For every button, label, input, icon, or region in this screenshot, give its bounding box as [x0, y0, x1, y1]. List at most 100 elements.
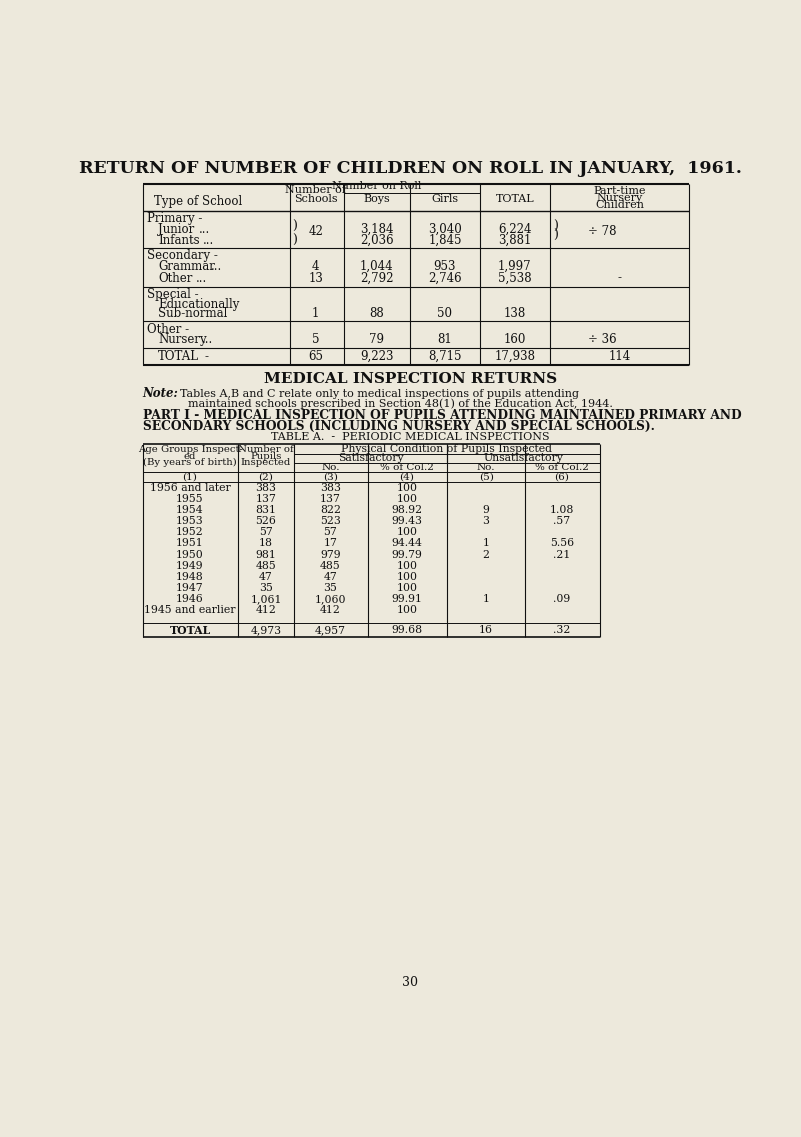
Text: 137: 137 [256, 493, 276, 504]
Text: Other: Other [159, 272, 192, 284]
Text: Nursery: Nursery [596, 193, 642, 204]
Text: 2,036: 2,036 [360, 234, 393, 247]
Text: Nursery: Nursery [159, 333, 207, 347]
Text: Schools: Schools [294, 193, 337, 204]
Text: 1,997: 1,997 [498, 260, 532, 273]
Text: 47: 47 [324, 572, 337, 582]
Text: 2: 2 [482, 549, 489, 559]
Text: 1952: 1952 [176, 528, 204, 537]
Text: 42: 42 [308, 225, 323, 239]
Text: (2): (2) [259, 472, 273, 481]
Text: Boys: Boys [364, 193, 390, 204]
Text: 953: 953 [434, 260, 457, 273]
Text: Unsatisfactory: Unsatisfactory [483, 454, 563, 463]
Text: 523: 523 [320, 516, 340, 526]
Text: Grammar: Grammar [159, 260, 215, 273]
Text: Type of School: Type of School [155, 194, 243, 208]
Text: 100: 100 [396, 528, 417, 537]
Text: 1,061: 1,061 [250, 595, 282, 604]
Text: ...: ... [211, 260, 222, 273]
Text: 13: 13 [308, 272, 323, 284]
Text: .32: .32 [553, 625, 571, 634]
Text: 1955: 1955 [176, 493, 203, 504]
Text: TABLE A.  -  PERIODIC MEDICAL INSPECTIONS: TABLE A. - PERIODIC MEDICAL INSPECTIONS [271, 432, 549, 442]
Text: (3): (3) [323, 472, 338, 481]
Text: 114: 114 [608, 350, 630, 363]
Text: Satisfactory: Satisfactory [338, 454, 404, 463]
Text: ): ) [553, 221, 558, 233]
Text: 822: 822 [320, 505, 340, 515]
Text: ): ) [292, 221, 297, 233]
Text: 5: 5 [312, 333, 320, 347]
Text: SECONDARY SCHOOLS (INCLUDING NURSERY AND SPECIAL SCHOOLS).: SECONDARY SCHOOLS (INCLUDING NURSERY AND… [143, 420, 654, 432]
Text: ÷ 78: ÷ 78 [588, 225, 617, 239]
Text: 99.68: 99.68 [392, 625, 423, 634]
Text: 1954: 1954 [176, 505, 203, 515]
Text: TOTAL: TOTAL [496, 193, 534, 204]
Text: 100: 100 [396, 493, 417, 504]
Text: 99.79: 99.79 [392, 549, 422, 559]
Text: No.: No. [477, 463, 495, 472]
Text: -: - [618, 272, 622, 284]
Text: 65: 65 [308, 350, 323, 363]
Text: 8,715: 8,715 [429, 350, 461, 363]
Text: 100: 100 [396, 482, 417, 492]
Text: 1,845: 1,845 [429, 234, 461, 247]
Text: (1): (1) [183, 472, 198, 481]
Text: 1949: 1949 [176, 561, 203, 571]
Text: 1.08: 1.08 [549, 505, 574, 515]
Text: ...: ... [195, 272, 207, 284]
Text: 30: 30 [402, 977, 418, 989]
Text: Physical Condition of Pupils Inspected: Physical Condition of Pupils Inspected [341, 445, 552, 454]
Text: Number of: Number of [238, 446, 294, 455]
Text: 5,538: 5,538 [498, 272, 532, 284]
Text: ): ) [292, 234, 297, 247]
Text: 9: 9 [483, 505, 489, 515]
Text: 1946: 1946 [176, 595, 204, 604]
Text: -: - [205, 350, 209, 363]
Text: 1: 1 [312, 307, 320, 319]
Text: 412: 412 [256, 605, 276, 615]
Text: Junior: Junior [159, 223, 195, 236]
Text: 57: 57 [259, 528, 273, 537]
Text: 4: 4 [312, 260, 320, 273]
Text: Children: Children [595, 200, 644, 210]
Text: 1948: 1948 [176, 572, 204, 582]
Text: % of Col.2: % of Col.2 [380, 463, 434, 472]
Text: 2,792: 2,792 [360, 272, 393, 284]
Text: PART I - MEDICAL INSPECTION OF PUPILS ATTENDING MAINTAINED PRIMARY AND: PART I - MEDICAL INSPECTION OF PUPILS AT… [143, 409, 742, 423]
Text: 17,938: 17,938 [494, 350, 535, 363]
Text: (By years of birth): (By years of birth) [143, 458, 237, 467]
Text: Note:: Note: [143, 387, 179, 400]
Text: ...: ... [199, 223, 211, 236]
Text: 100: 100 [396, 605, 417, 615]
Text: 138: 138 [504, 307, 526, 319]
Text: .21: .21 [553, 549, 571, 559]
Text: ...: ... [202, 333, 213, 347]
Text: MEDICAL INSPECTION RETURNS: MEDICAL INSPECTION RETURNS [264, 372, 557, 385]
Text: 485: 485 [320, 561, 340, 571]
Text: 57: 57 [324, 528, 337, 537]
Text: .57: .57 [553, 516, 570, 526]
Text: 485: 485 [256, 561, 276, 571]
Text: 1953: 1953 [176, 516, 204, 526]
Text: Girls: Girls [432, 193, 458, 204]
Text: 99.91: 99.91 [392, 595, 422, 604]
Text: (4): (4) [400, 472, 414, 481]
Text: 2,746: 2,746 [429, 272, 462, 284]
Text: 1: 1 [482, 539, 489, 548]
Text: Primary -: Primary - [147, 213, 202, 225]
Text: (6): (6) [554, 472, 570, 481]
Text: Age Groups Inspect-: Age Groups Inspect- [138, 446, 243, 455]
Text: Infants: Infants [159, 234, 200, 247]
Text: 100: 100 [396, 561, 417, 571]
Text: 35: 35 [259, 583, 273, 594]
Text: 100: 100 [396, 583, 417, 594]
Text: 383: 383 [320, 482, 340, 492]
Text: maintained schools prescribed in Section 48(1) of the Education Act, 1944.: maintained schools prescribed in Section… [187, 398, 613, 409]
Text: 1947: 1947 [176, 583, 203, 594]
Text: 526: 526 [256, 516, 276, 526]
Text: 79: 79 [369, 333, 384, 347]
Text: 5.56: 5.56 [550, 539, 574, 548]
Text: 831: 831 [256, 505, 276, 515]
